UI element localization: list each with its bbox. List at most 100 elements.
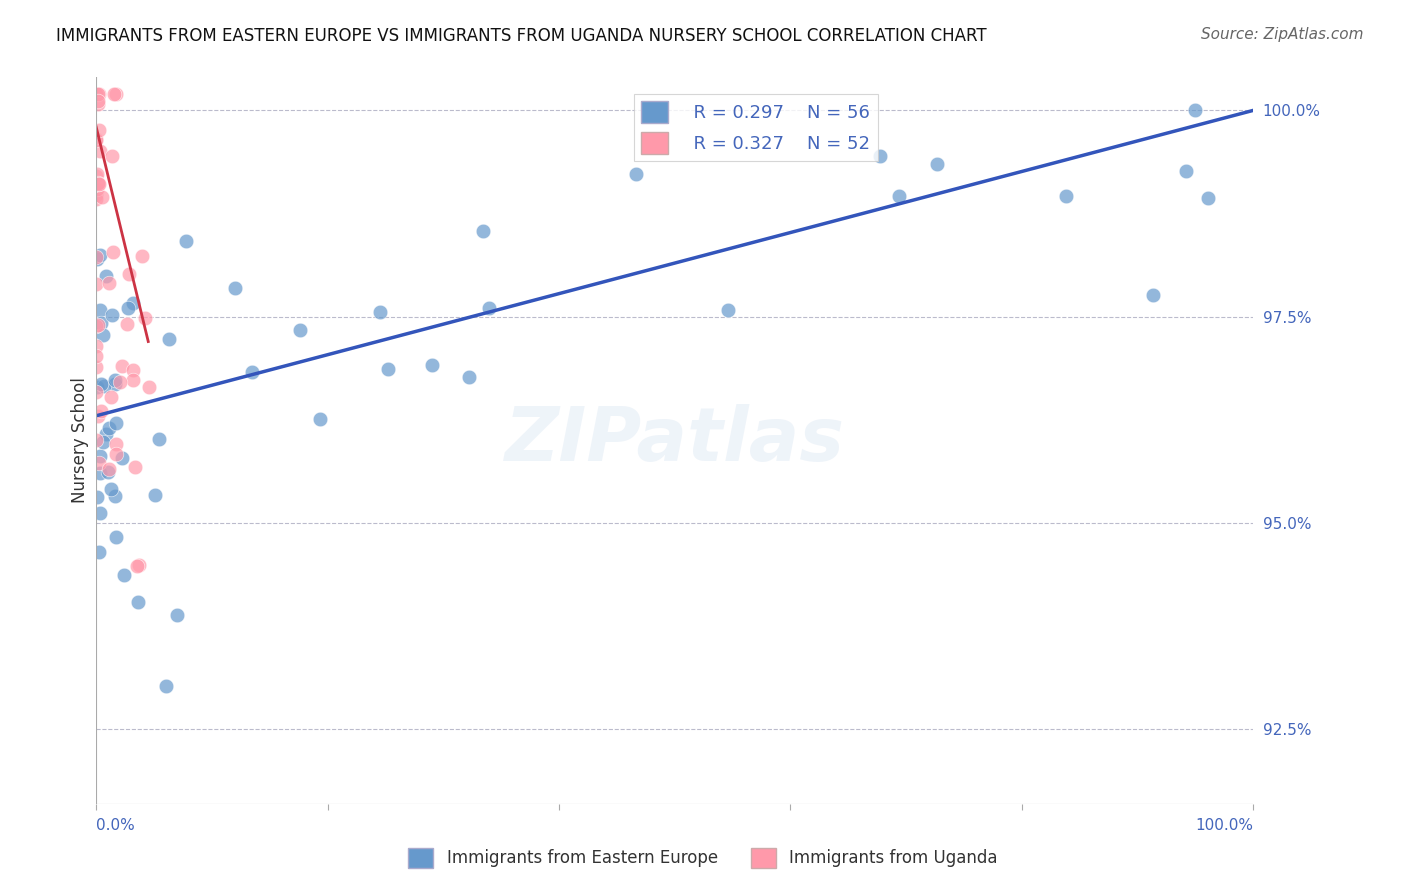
Point	[103, 87, 125, 101]
Text: IMMIGRANTS FROM EASTERN EUROPE VS IMMIGRANTS FROM UGANDA NURSERY SCHOOL CORRELAT: IMMIGRANTS FROM EASTERN EUROPE VS IMMIGR…	[56, 27, 987, 45]
Point	[111, 451, 134, 466]
Point	[240, 365, 263, 379]
Point	[89, 466, 111, 480]
Point	[110, 359, 132, 373]
Point	[104, 377, 127, 392]
Point	[93, 379, 115, 393]
Point	[124, 460, 146, 475]
Point	[117, 301, 139, 315]
Point	[100, 308, 122, 322]
Point	[84, 192, 107, 206]
Point	[86, 176, 108, 190]
Point	[157, 332, 180, 346]
Point	[166, 608, 188, 623]
Point	[84, 87, 107, 101]
Point	[115, 317, 138, 331]
Point	[90, 316, 112, 330]
Point	[87, 178, 110, 192]
Point	[87, 409, 110, 423]
Y-axis label: Nursery School: Nursery School	[72, 377, 89, 503]
Legend: Immigrants from Eastern Europe, Immigrants from Uganda: Immigrants from Eastern Europe, Immigran…	[402, 841, 1004, 875]
Point	[104, 373, 127, 387]
Point	[104, 489, 127, 503]
Point	[101, 245, 124, 260]
Point	[100, 482, 122, 496]
Point	[717, 302, 740, 317]
Point	[86, 133, 108, 147]
Point	[869, 149, 891, 163]
Point	[94, 268, 117, 283]
Text: Source: ZipAtlas.com: Source: ZipAtlas.com	[1201, 27, 1364, 42]
Point	[128, 558, 150, 573]
Point	[89, 544, 111, 558]
Point	[86, 490, 108, 504]
Point	[148, 433, 170, 447]
Point	[87, 318, 110, 332]
Point	[1197, 191, 1219, 205]
Point	[84, 360, 107, 375]
Point	[155, 679, 177, 693]
Point	[97, 421, 120, 435]
Point	[87, 456, 110, 470]
Point	[134, 311, 156, 326]
Point	[122, 363, 145, 377]
Text: 0.0%: 0.0%	[96, 818, 135, 833]
Point	[89, 449, 111, 463]
Point	[94, 426, 117, 441]
Point	[90, 190, 112, 204]
Text: 100.0%: 100.0%	[1195, 818, 1253, 833]
Point	[422, 358, 444, 372]
Point	[1142, 287, 1164, 301]
Point	[290, 323, 312, 337]
Point	[84, 87, 107, 101]
Point	[104, 437, 127, 451]
Point	[89, 123, 111, 137]
Point	[224, 281, 246, 295]
Point	[104, 530, 127, 544]
Point	[84, 187, 107, 202]
Point	[122, 373, 145, 387]
Point	[478, 301, 501, 316]
Point	[93, 435, 115, 450]
Point	[84, 169, 107, 183]
Point	[471, 224, 494, 238]
Point	[143, 488, 166, 502]
Point	[118, 267, 141, 281]
Point	[89, 145, 111, 159]
Point	[624, 167, 647, 181]
Point	[127, 595, 149, 609]
Point	[1054, 189, 1077, 203]
Point	[131, 249, 153, 263]
Point	[86, 167, 108, 181]
Point	[100, 390, 122, 404]
Point	[104, 416, 127, 430]
Point	[86, 380, 108, 394]
Point	[1174, 163, 1197, 178]
Point	[98, 276, 121, 290]
Point	[377, 361, 399, 376]
Point	[90, 404, 112, 418]
Point	[89, 506, 111, 520]
Point	[86, 349, 108, 363]
Point	[1184, 103, 1206, 118]
Point	[98, 462, 121, 476]
Point	[86, 182, 108, 196]
Point	[101, 148, 124, 162]
Point	[86, 252, 108, 266]
Point	[84, 385, 107, 400]
Point	[138, 380, 160, 394]
Point	[87, 97, 110, 112]
Point	[112, 568, 135, 582]
Point	[84, 339, 107, 353]
Point	[84, 250, 107, 264]
Point	[84, 132, 107, 146]
Point	[105, 87, 128, 101]
Point	[104, 447, 127, 461]
Point	[457, 370, 479, 384]
Point	[368, 305, 391, 319]
Legend:   R = 0.297    N = 56,   R = 0.327    N = 52: R = 0.297 N = 56, R = 0.327 N = 52	[634, 94, 877, 161]
Point	[97, 465, 120, 479]
Point	[86, 94, 108, 108]
Point	[89, 302, 111, 317]
Point	[309, 412, 332, 426]
